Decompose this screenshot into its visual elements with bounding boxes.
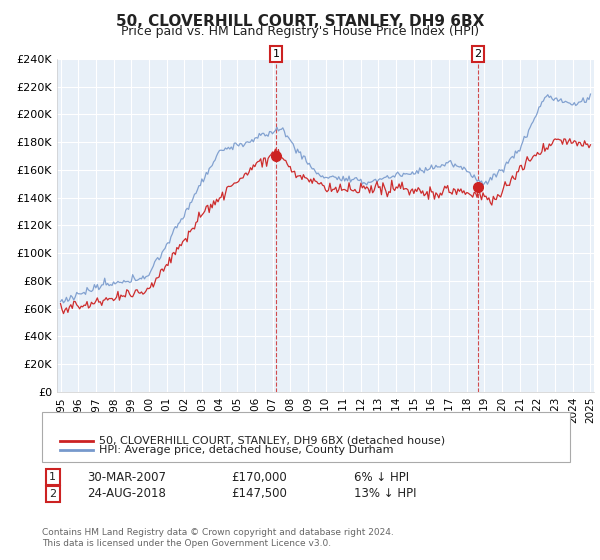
Text: Price paid vs. HM Land Registry's House Price Index (HPI): Price paid vs. HM Land Registry's House … <box>121 25 479 38</box>
Text: 50, CLOVERHILL COURT, STANLEY, DH9 6BX (detached house): 50, CLOVERHILL COURT, STANLEY, DH9 6BX (… <box>99 436 445 446</box>
Text: Contains HM Land Registry data © Crown copyright and database right 2024.
This d: Contains HM Land Registry data © Crown c… <box>42 528 394 548</box>
Text: HPI: Average price, detached house, County Durham: HPI: Average price, detached house, Coun… <box>99 445 394 455</box>
Text: 1: 1 <box>273 49 280 59</box>
Text: £147,500: £147,500 <box>231 487 287 501</box>
Text: 2: 2 <box>49 489 56 499</box>
Text: 24-AUG-2018: 24-AUG-2018 <box>87 487 166 501</box>
Text: 50, CLOVERHILL COURT, STANLEY, DH9 6BX: 50, CLOVERHILL COURT, STANLEY, DH9 6BX <box>116 14 484 29</box>
Text: 6% ↓ HPI: 6% ↓ HPI <box>354 470 409 484</box>
Text: 2: 2 <box>475 49 482 59</box>
Text: 1: 1 <box>49 472 56 482</box>
Text: 13% ↓ HPI: 13% ↓ HPI <box>354 487 416 501</box>
Text: 30-MAR-2007: 30-MAR-2007 <box>87 470 166 484</box>
Text: £170,000: £170,000 <box>231 470 287 484</box>
